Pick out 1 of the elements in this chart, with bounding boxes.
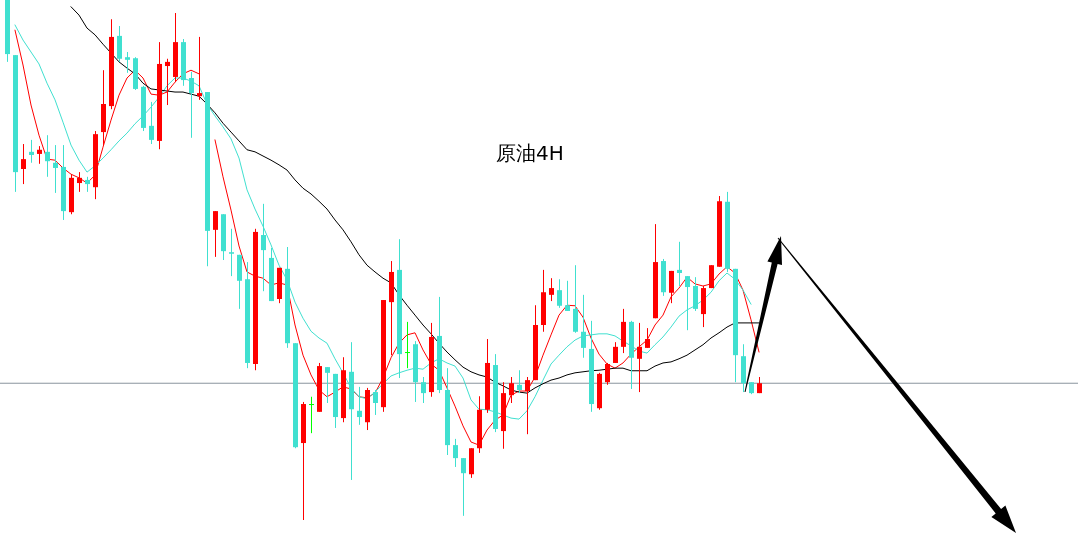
title: 原油4H (496, 141, 564, 165)
